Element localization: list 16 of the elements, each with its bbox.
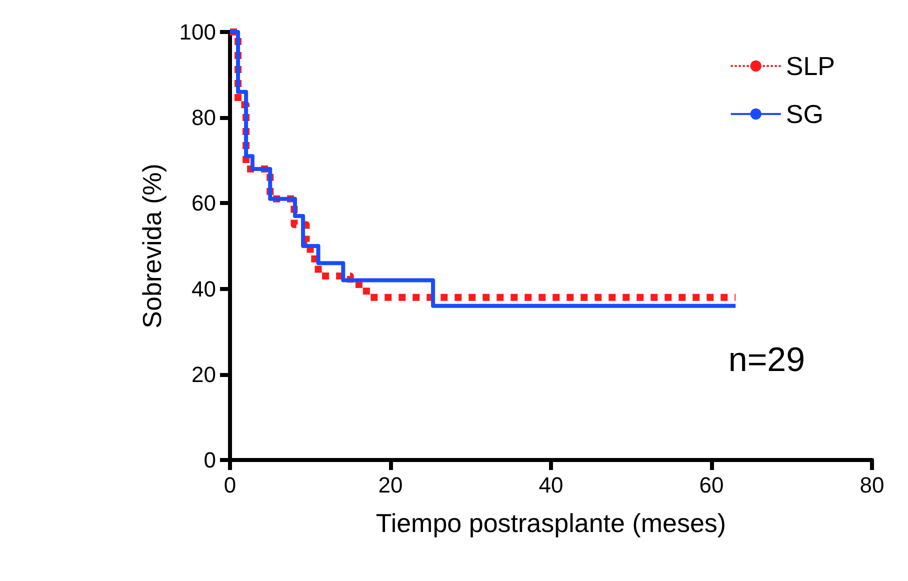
- y-axis-title: Sobrevida (%): [137, 164, 167, 328]
- x-tick-label: 0: [224, 472, 236, 498]
- x-tick-label: 80: [860, 472, 884, 498]
- x-tick-label: 60: [699, 472, 724, 498]
- y-tick-label: 20: [192, 362, 216, 387]
- y-tick-label: 40: [192, 276, 216, 302]
- y-tick-label: 0: [204, 448, 216, 472]
- annotation: n=29: [728, 341, 806, 379]
- y-tick-label: 100: [179, 20, 216, 44]
- legend-label: SG: [786, 99, 824, 129]
- x-axis-title: Tiempo postrasplante (meses): [376, 508, 726, 538]
- legend-label: SLP: [786, 51, 836, 81]
- y-tick-label: 60: [192, 190, 216, 216]
- x-tick-label: 20: [378, 472, 403, 498]
- y-tick-label: 80: [192, 105, 216, 130]
- x-tick-label: 40: [538, 472, 564, 498]
